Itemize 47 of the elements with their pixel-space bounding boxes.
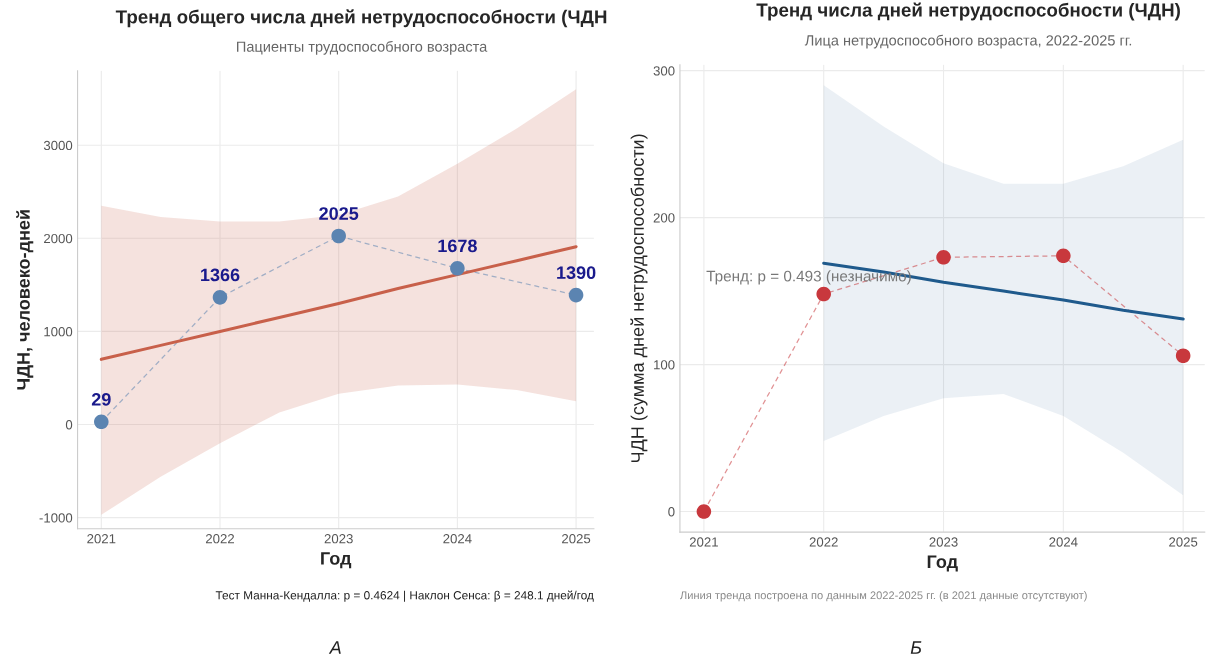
- point: [696, 504, 712, 519]
- data-label: 1678: [438, 239, 477, 253]
- x-tick-label: 2023: [929, 537, 958, 547]
- x-tick-label: 2025: [562, 534, 591, 544]
- y-tick-label: 0: [668, 507, 675, 517]
- y-tick-label: 1000: [44, 326, 73, 337]
- y-tick-label: 2000: [44, 233, 73, 244]
- text: Линия тренда построена по данным 2022-2025 гг. (в 2021 данные отсутствуют): [680, 591, 1087, 602]
- data-label: 1390: [557, 266, 596, 280]
- y-axis-title: ЧДН, человеко-дней: [16, 210, 34, 390]
- chart-title: Тренд общего числа дней нетрудоспособности (ЧДН: [115, 9, 607, 28]
- point: [816, 286, 831, 302]
- chart-title: Тренд числа дней нетрудоспособности (ЧДН): [756, 2, 1180, 21]
- x-tick-label: 2022: [809, 537, 838, 547]
- x-tick-label: 2024: [1049, 537, 1078, 547]
- point: [936, 250, 951, 265]
- data-label: 2025: [319, 207, 359, 220]
- line-series: [822, 261, 1185, 321]
- y-axis-title: ЧДН (сумма дней нетрудоспособности): [630, 134, 648, 463]
- y-tick-label: 300: [653, 66, 675, 76]
- x-axis-title: Год: [321, 552, 352, 569]
- point: [94, 414, 109, 430]
- y-tick-label: -1000: [39, 513, 73, 523]
- x-tick-label: 2025: [1169, 537, 1198, 547]
- data-label: 1366: [201, 268, 240, 282]
- data-label: 29: [91, 392, 111, 406]
- y-tick-label: 3000: [43, 140, 73, 151]
- x-tick-label: 2021: [87, 534, 116, 544]
- point: [1056, 248, 1071, 264]
- point: [450, 261, 465, 276]
- x-tick-label: 2022: [205, 534, 235, 544]
- y-tick-label: 200: [653, 213, 675, 223]
- x-tick-label: 2021: [689, 537, 718, 547]
- point: [568, 287, 584, 303]
- point: [331, 228, 346, 244]
- x-tick-label: 2023: [324, 534, 353, 544]
- text: Б: [910, 641, 922, 654]
- point: [1175, 348, 1191, 364]
- y-tick-label: 100: [654, 360, 675, 370]
- point: [212, 290, 228, 305]
- chart-subtitle: Лица нетрудоспособного возраста, 2022-2025 гг.: [804, 34, 1132, 49]
- y-tick-label: 0: [65, 420, 73, 430]
- x-tick-label: 2024: [443, 534, 472, 544]
- chart-subtitle: Пациенты трудоспособного возраста: [237, 40, 488, 55]
- x-axis-title: Год: [927, 555, 958, 572]
- text: А: [328, 641, 341, 654]
- text: Тест Манна-Кендалла: p = 0.4624 | Наклон Сенса: β = 248.1 дней/год: [215, 590, 594, 602]
